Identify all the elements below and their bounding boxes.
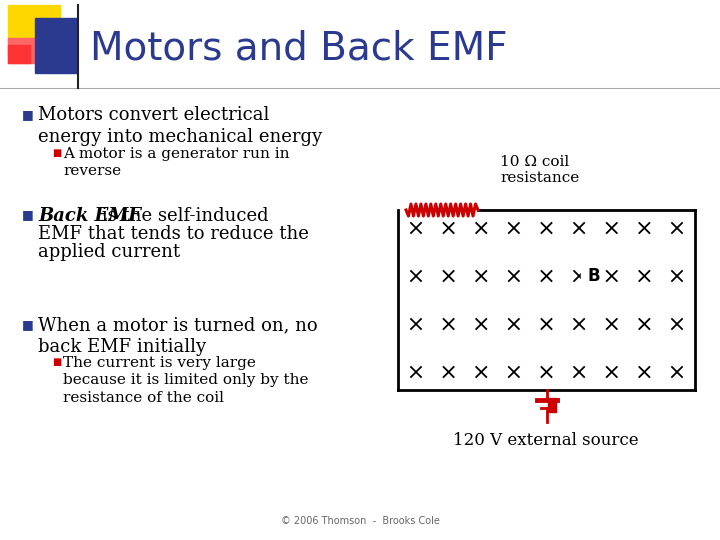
Text: ■: ■ [52, 148, 61, 158]
Text: ■: ■ [22, 108, 34, 121]
Text: EMF that tends to reduce the: EMF that tends to reduce the [38, 225, 309, 243]
Text: Motors convert electrical
energy into mechanical energy: Motors convert electrical energy into me… [38, 106, 322, 146]
Text: 10 Ω coil
resistance: 10 Ω coil resistance [500, 155, 580, 185]
Bar [8, 38, 38, 63]
Text: applied current: applied current [38, 243, 180, 261]
Text: © 2006 Thomson  -  Brooks Cole: © 2006 Thomson - Brooks Cole [281, 516, 439, 526]
Text: ■: ■ [52, 357, 61, 367]
Bar [8, 5, 60, 57]
Text: The current is very large
because it is limited only by the
resistance of the co: The current is very large because it is … [63, 356, 308, 404]
Bar [8, 45, 30, 63]
Text: ■: ■ [22, 208, 34, 221]
Text: ■: ■ [22, 318, 34, 331]
Text: Back EMF: Back EMF [38, 207, 141, 225]
Text: is the self-induced: is the self-induced [96, 207, 269, 225]
Text: B: B [587, 267, 600, 285]
Text: A motor is a generator run in
reverse: A motor is a generator run in reverse [63, 147, 289, 178]
Bar [35, 18, 77, 73]
Text: Motors and Back EMF: Motors and Back EMF [90, 29, 508, 67]
Bar [547, 398, 556, 412]
Text: 120 V external source: 120 V external source [453, 432, 639, 449]
Text: When a motor is turned on, no
back EMF initially: When a motor is turned on, no back EMF i… [38, 316, 318, 356]
Bar [581, 268, 595, 284]
